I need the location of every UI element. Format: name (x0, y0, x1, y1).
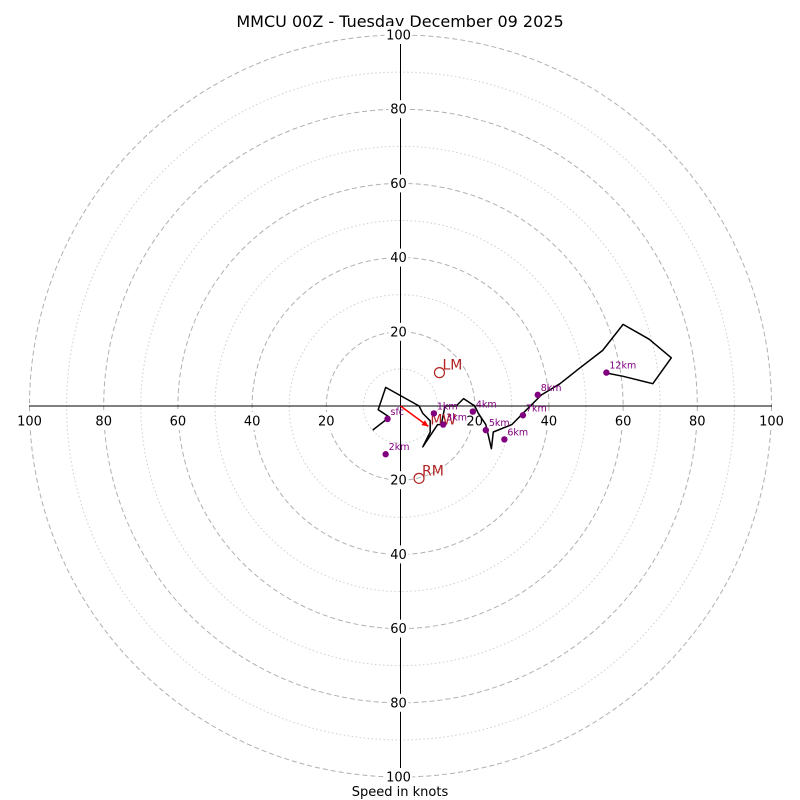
y-tick-label: 80 (390, 696, 407, 711)
tick-label-bg (388, 174, 409, 193)
height-label-3km: 3km (446, 413, 467, 424)
x-tick-label: 40 (541, 415, 558, 430)
x-tick-label: 20 (318, 415, 335, 430)
x-tick-label: 20 (466, 415, 483, 430)
x-tick-label: 80 (689, 415, 706, 430)
y-tick-label: 100 (386, 771, 411, 786)
storm-motion-rm (413, 472, 425, 484)
y-tick-label: 60 (390, 622, 407, 637)
height-label-1km: 1km (437, 401, 458, 412)
y-tick-label: 100 (386, 29, 411, 44)
x-axis-label: Speed in knots (352, 785, 449, 800)
mean-wind-arrowhead (421, 420, 429, 427)
height-marker-2km (382, 451, 389, 458)
chart-title: MMCU 00Z - Tuesday December 09 2025 (236, 12, 563, 31)
tick-label-bg (15, 412, 44, 430)
y-tick-label: 40 (390, 548, 407, 563)
hodograph-line (372, 323, 673, 450)
y-tick-label: 60 (390, 177, 407, 192)
tick-label-bg (388, 693, 409, 712)
x-tick-label: 100 (17, 415, 42, 430)
tick-label-bg (757, 412, 786, 430)
storm-motion-label-rm: RM (422, 463, 444, 479)
height-label-5km: 5km (489, 418, 510, 429)
hodograph-trace-group: MW (372, 323, 673, 450)
height-marker-1km (430, 410, 438, 417)
tick-label-bg (613, 412, 634, 430)
y-tick-label: 40 (390, 251, 407, 266)
height-marker-12km (603, 369, 610, 376)
height-label-sfc: sfc (391, 407, 405, 418)
height-marker-4km (469, 408, 477, 415)
y-tick-label: 20 (390, 325, 407, 340)
storm-motion-markers: LM RM (413, 358, 462, 484)
tick-labels: 100 80 60 40 20 20 40 60 80 100 100 80 60 40 20 20 40 60 8… (15, 26, 786, 786)
tick-label-bg (167, 412, 188, 430)
height-marker-5km (482, 426, 490, 434)
x-tick-label: 40 (244, 415, 261, 430)
tick-label-bg (388, 619, 409, 638)
tick-label-bg (388, 322, 409, 341)
height-label-7km: 7km (526, 403, 547, 414)
x-tick-label: 60 (615, 415, 632, 430)
tick-label-bg (384, 26, 413, 44)
height-label-4km: 4km (476, 400, 497, 411)
y-tick-label: 80 (390, 103, 407, 118)
x-tick-label: 100 (759, 415, 784, 430)
tick-label-bg (388, 471, 409, 490)
height-marker-3km (439, 421, 447, 428)
storm-motion-lm (433, 367, 446, 379)
height-marker-sfc (384, 415, 391, 423)
tick-label-bg (687, 412, 708, 430)
height-label-2km: 2km (389, 442, 410, 453)
mean-wind-label: MW (430, 412, 456, 428)
tick-label-bg (388, 248, 409, 267)
tick-label-bg (384, 768, 413, 786)
tick-label-bg (388, 100, 409, 119)
height-label-12km: 12km (609, 361, 636, 372)
height-marker-6km (501, 436, 508, 443)
tick-label-bg (388, 545, 409, 564)
height-label-6km: 6km (507, 427, 528, 438)
height-label-8km: 8km (541, 383, 562, 394)
y-tick-label: 20 (390, 474, 407, 489)
height-marker-8km (534, 391, 541, 399)
x-tick-label: 80 (95, 415, 112, 430)
tick-label-bg (316, 412, 337, 430)
tick-label-bg (242, 412, 263, 430)
x-tick-label: 60 (170, 415, 187, 430)
tick-label-bg (538, 412, 559, 430)
storm-motion-label-lm: LM (442, 358, 462, 374)
tick-label-bg (93, 412, 114, 430)
height-marker-7km (519, 412, 527, 419)
